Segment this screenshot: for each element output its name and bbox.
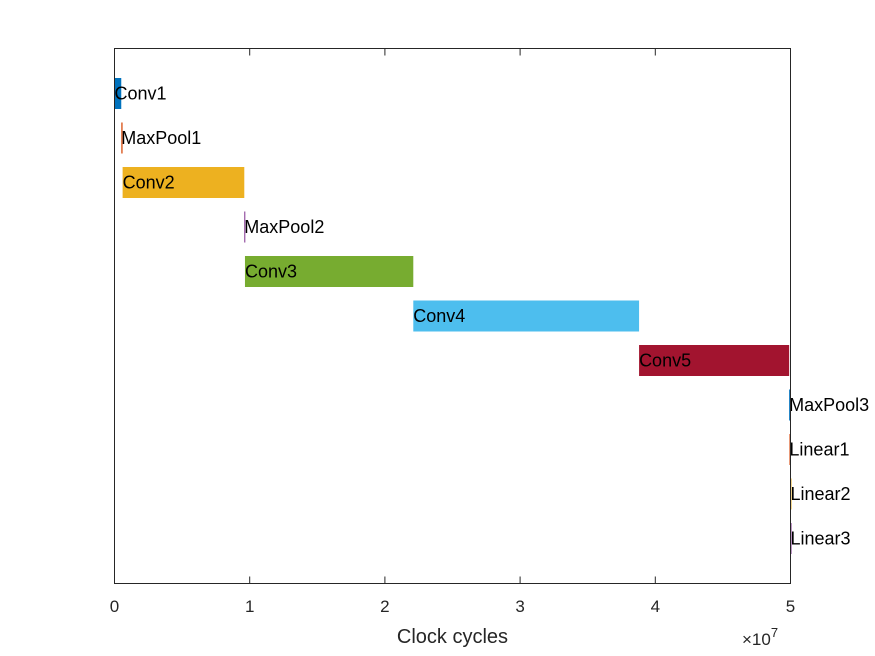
x-tick-label: 5: [786, 597, 795, 616]
bar-conv2: [122, 167, 245, 198]
x-tick-label: 4: [651, 597, 660, 616]
bars-group: [114, 78, 792, 554]
x-ticks-group: 0 1 2 3 4 5: [110, 48, 795, 616]
bar-label-maxpool2: MaxPool2: [244, 217, 324, 237]
bar-label-conv5: Conv5: [639, 351, 691, 371]
bar-maxpool3: [789, 389, 791, 421]
bar-label-maxpool3: MaxPool3: [789, 395, 869, 415]
x-tick-label: 1: [245, 597, 254, 616]
x-tick-label: 0: [110, 597, 119, 616]
x-axis-label: Clock cycles: [397, 626, 508, 648]
bar-maxpool2: [244, 211, 246, 243]
bar-linear1: [789, 434, 791, 465]
bar-label-linear1: Linear1: [789, 440, 849, 460]
bar-labels-group: Conv1 MaxPool1 Conv2 MaxPool2 Conv3 Conv4 Conv…: [115, 84, 870, 549]
plot-frame: [114, 48, 791, 584]
x-axis-exponent: ×107: [742, 625, 778, 649]
bar-label-linear2: Linear2: [791, 484, 851, 504]
bar-conv4: [413, 300, 640, 332]
bar-label-conv1: Conv1: [115, 84, 167, 104]
x-tick-label: 2: [380, 597, 389, 616]
bar-maxpool1: [121, 122, 123, 154]
bar-label-conv3: Conv3: [245, 262, 297, 282]
bar-label-maxpool1: MaxPool1: [121, 128, 201, 148]
bar-conv1: [114, 78, 122, 109]
bar-label-linear3: Linear3: [791, 529, 851, 549]
x-axis-exponent-power: 7: [771, 625, 778, 640]
bar-conv3: [244, 256, 414, 287]
bar-label-conv2: Conv2: [123, 173, 175, 193]
x-axis-exponent-base: ×10: [742, 630, 771, 649]
bar-label-conv4: Conv4: [413, 306, 465, 326]
bar-conv5: [639, 345, 790, 376]
x-tick-label: 3: [515, 597, 524, 616]
